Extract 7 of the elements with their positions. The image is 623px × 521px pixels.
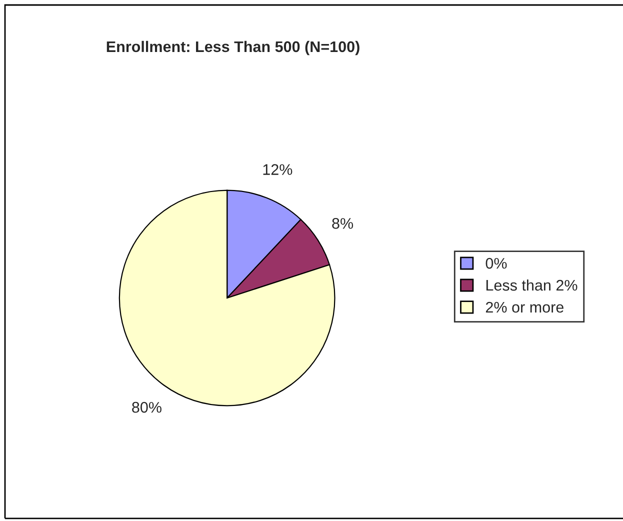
data-label: 12% [263, 164, 292, 175]
data-label: 8% [332, 218, 354, 229]
legend-label: 0% [486, 258, 507, 269]
data-label: 80% [132, 402, 162, 413]
legend-label: Less than 2% [486, 279, 578, 291]
legend-label: 2% or more [486, 302, 564, 313]
chart-title: Enrollment: Less Than 500 (N=100) [106, 40, 360, 56]
